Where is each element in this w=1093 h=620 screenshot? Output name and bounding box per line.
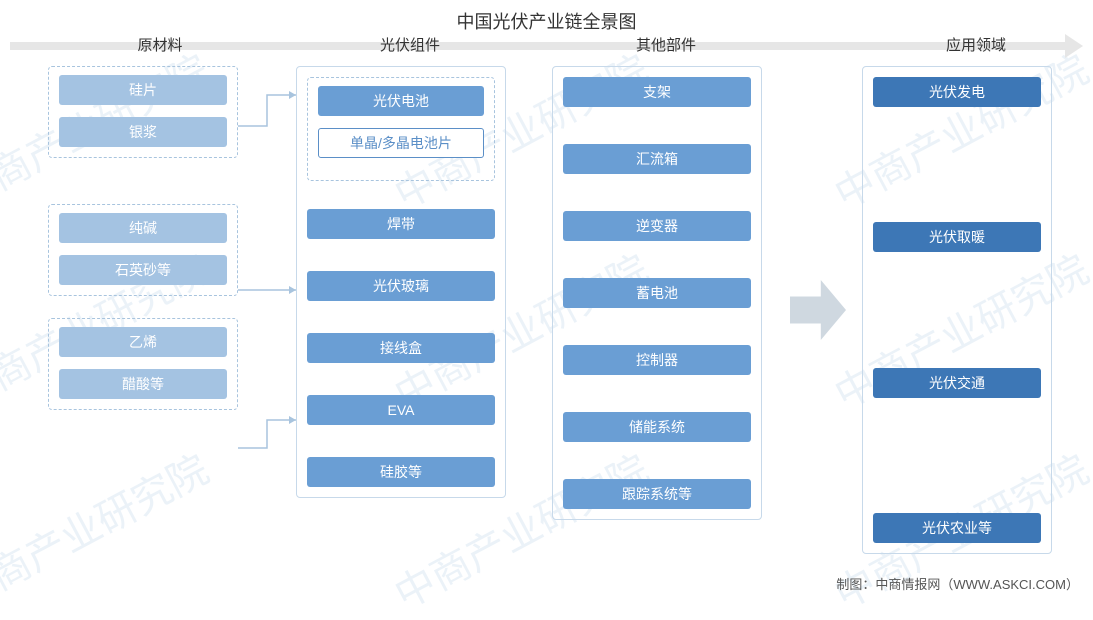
column-header-raw: 原材料 — [60, 34, 260, 55]
other-box: 逆变器 — [563, 211, 751, 241]
module-box: 光伏电池 — [318, 86, 484, 116]
other-box: 支架 — [563, 77, 751, 107]
column-header-mod: 光伏组件 — [310, 34, 510, 55]
module-box: EVA — [307, 395, 495, 425]
app-box: 光伏取暖 — [873, 222, 1041, 252]
raw-group-1: 纯碱石英砂等 — [48, 204, 238, 296]
column-header-other: 其他部件 — [566, 34, 766, 55]
module-box: 接线盒 — [307, 333, 495, 363]
chart-title: 中国光伏产业链全景图 — [0, 8, 1093, 34]
footer-credit: 制图：中商情报网（WWW.ASKCI.COM） — [836, 574, 1079, 593]
raw-group-2: 乙烯醋酸等 — [48, 318, 238, 410]
module-cell-group: 光伏电池单晶/多晶电池片 — [307, 77, 495, 181]
app-box: 光伏发电 — [873, 77, 1041, 107]
module-outer-group: 光伏电池单晶/多晶电池片焊带光伏玻璃接线盒 EVA 硅胶等 — [296, 66, 506, 498]
other-box: 跟踪系统等 — [563, 479, 751, 509]
raw-box: 乙烯 — [59, 327, 227, 357]
app-box: 光伏交通 — [873, 368, 1041, 398]
column-modules: 光伏电池单晶/多晶电池片焊带光伏玻璃接线盒 EVA 硅胶等 — [296, 66, 506, 498]
other-box: 汇流箱 — [563, 144, 751, 174]
column-header-app: 应用领域 — [876, 34, 1076, 55]
column-app: 光伏发电光伏取暖光伏交通光伏农业等 — [862, 66, 1052, 554]
raw-box: 石英砂等 — [59, 255, 227, 285]
app-box: 光伏农业等 — [873, 513, 1041, 543]
module-box: 焊带 — [307, 209, 495, 239]
big-flow-arrow — [790, 280, 846, 340]
raw-box: 醋酸等 — [59, 369, 227, 399]
column-other: 支架汇流箱逆变器蓄电池控制器储能系统跟踪系统等 — [552, 66, 762, 520]
other-box: 蓄电池 — [563, 278, 751, 308]
raw-box: 硅片 — [59, 75, 227, 105]
module-outline-box: 单晶/多晶电池片 — [318, 128, 484, 158]
raw-box: 纯碱 — [59, 213, 227, 243]
column-raw: 硅片银浆纯碱石英砂等乙烯醋酸等 — [48, 66, 238, 424]
module-box: 光伏玻璃 — [307, 271, 495, 301]
other-box: 储能系统 — [563, 412, 751, 442]
other-box: 控制器 — [563, 345, 751, 375]
watermark-text: 中商产业研究院 — [0, 438, 217, 620]
app-group: 光伏发电光伏取暖光伏交通光伏农业等 — [862, 66, 1052, 554]
raw-box: 银浆 — [59, 117, 227, 147]
other-group: 支架汇流箱逆变器蓄电池控制器储能系统跟踪系统等 — [552, 66, 762, 520]
raw-group-0: 硅片银浆 — [48, 66, 238, 158]
module-box: 硅胶等 — [307, 457, 495, 487]
